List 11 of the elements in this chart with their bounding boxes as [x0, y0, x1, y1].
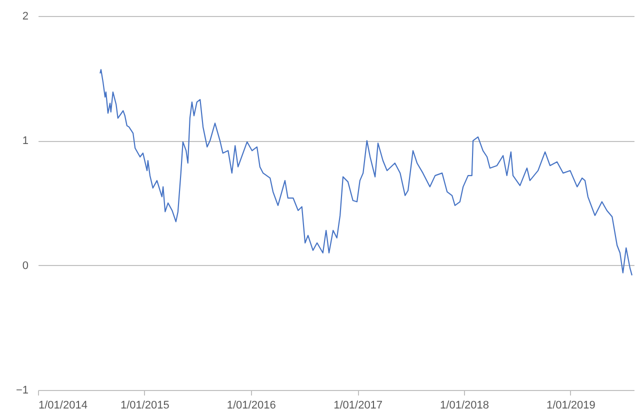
- y-tick-label: 1: [22, 135, 28, 148]
- y-tick-label: 2: [22, 10, 28, 22]
- x-tick-label: 1/01/2017: [334, 400, 383, 412]
- x-tick-label: 1/01/2018: [440, 400, 489, 412]
- y-tick-label: −1: [16, 384, 28, 396]
- line-series: [100, 69, 633, 276]
- x-tick-label: 1/01/2014: [38, 400, 88, 412]
- y-tick-label: 0: [22, 260, 28, 272]
- x-tick-label: 1/01/2016: [226, 400, 276, 412]
- x-tick-label: 1/01/2015: [120, 400, 170, 412]
- x-tick-label: 1/01/2019: [546, 400, 596, 412]
